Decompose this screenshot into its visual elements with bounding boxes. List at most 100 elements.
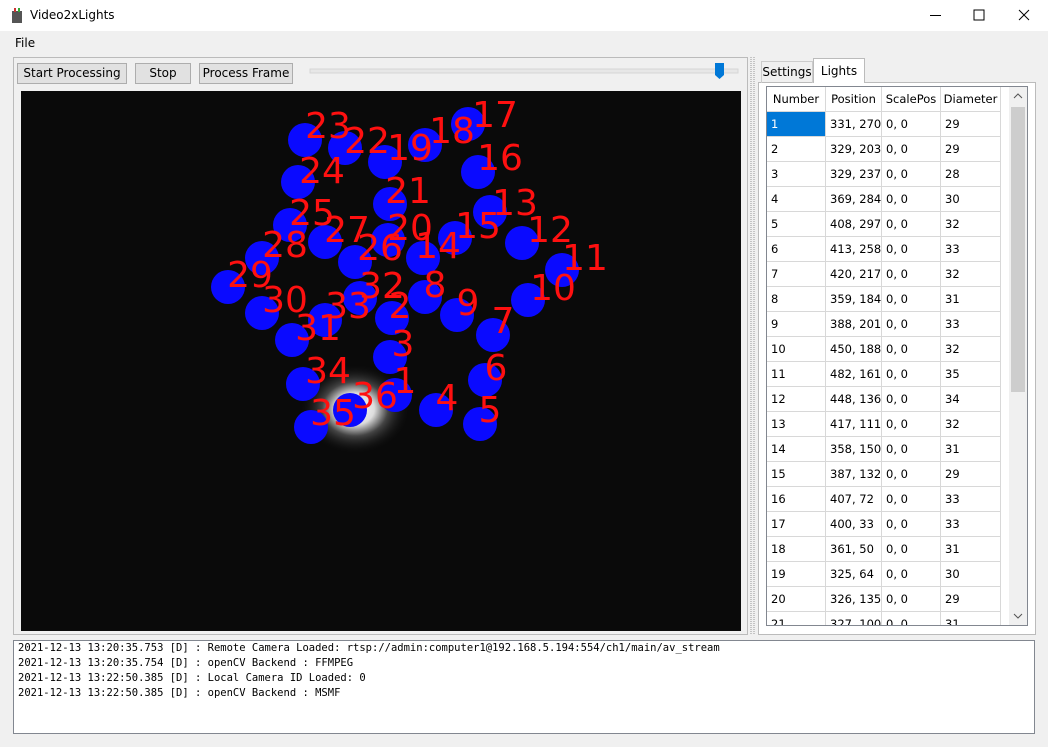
table-cell[interactable]: 0, 0 [882, 562, 941, 587]
table-cell[interactable]: 29 [941, 587, 1001, 612]
table-cell[interactable]: 413, 258 [826, 237, 882, 262]
table-cell[interactable]: 30 [941, 562, 1001, 587]
table-cell[interactable]: 32 [941, 262, 1001, 287]
table-cell[interactable]: 0, 0 [882, 312, 941, 337]
table-cell[interactable]: 448, 136 [826, 387, 882, 412]
table-cell[interactable]: 2 [767, 137, 826, 162]
process-frame-button[interactable]: Process Frame [199, 63, 293, 84]
table-cell[interactable]: 331, 270 [826, 112, 882, 137]
table-cell[interactable]: 0, 0 [882, 187, 941, 212]
table-cell[interactable]: 0, 0 [882, 112, 941, 137]
table-cell[interactable]: 326, 135 [826, 587, 882, 612]
table-cell[interactable]: 0, 0 [882, 537, 941, 562]
table-cell[interactable]: 0, 0 [882, 512, 941, 537]
window-controls[interactable] [918, 0, 1048, 31]
table-cell[interactable]: 17 [767, 512, 826, 537]
frame-slider[interactable] [308, 61, 740, 81]
table-cell[interactable]: 32 [941, 337, 1001, 362]
table-cell[interactable]: 0, 0 [882, 412, 941, 437]
table-cell[interactable]: 20 [767, 587, 826, 612]
table-cell[interactable]: 0, 0 [882, 137, 941, 162]
table-cell[interactable]: 0, 0 [882, 237, 941, 262]
start-button[interactable]: Start Processing [17, 63, 127, 84]
table-cell[interactable]: 369, 284 [826, 187, 882, 212]
table-cell[interactable]: 327, 100 [826, 612, 882, 625]
column-header[interactable]: Position [826, 87, 882, 112]
table-cell[interactable]: 14 [767, 437, 826, 462]
table-cell[interactable]: 388, 201 [826, 312, 882, 337]
table-cell[interactable]: 0, 0 [882, 262, 941, 287]
table-cell[interactable]: 400, 33 [826, 512, 882, 537]
menu-file[interactable]: File [15, 36, 36, 50]
table-cell[interactable]: 33 [941, 487, 1001, 512]
table-cell[interactable]: 450, 188 [826, 337, 882, 362]
table-cell[interactable]: 9 [767, 312, 826, 337]
table-cell[interactable]: 13 [767, 412, 826, 437]
table-cell[interactable]: 4 [767, 187, 826, 212]
column-header[interactable]: Diameter [941, 87, 1001, 112]
table-cell[interactable]: 12 [767, 387, 826, 412]
table-cell[interactable]: 29 [941, 462, 1001, 487]
splitter[interactable] [749, 57, 757, 635]
table-cell[interactable]: 1 [767, 112, 826, 137]
table-cell[interactable]: 19 [767, 562, 826, 587]
table-cell[interactable]: 0, 0 [882, 587, 941, 612]
table-cell[interactable]: 33 [941, 512, 1001, 537]
table-cell[interactable]: 0, 0 [882, 612, 941, 625]
table-cell[interactable]: 0, 0 [882, 337, 941, 362]
table-cell[interactable]: 361, 50 [826, 537, 882, 562]
table-cell[interactable]: 0, 0 [882, 287, 941, 312]
column-header[interactable]: ScalePos [882, 87, 941, 112]
table-cell[interactable]: 482, 161 [826, 362, 882, 387]
table-cell[interactable]: 408, 297 [826, 212, 882, 237]
table-cell[interactable]: 325, 64 [826, 562, 882, 587]
table-cell[interactable]: 30 [941, 187, 1001, 212]
table-cell[interactable]: 7 [767, 262, 826, 287]
table-cell[interactable]: 8 [767, 287, 826, 312]
scroll-thumb[interactable] [1011, 107, 1025, 392]
table-cell[interactable]: 33 [941, 312, 1001, 337]
table-cell[interactable]: 0, 0 [882, 437, 941, 462]
table-cell[interactable]: 329, 237 [826, 162, 882, 187]
table-cell[interactable]: 31 [941, 612, 1001, 625]
table-cell[interactable]: 3 [767, 162, 826, 187]
table-cell[interactable]: 33 [941, 237, 1001, 262]
column-header[interactable]: Number [767, 87, 826, 112]
table-cell[interactable]: 35 [941, 362, 1001, 387]
table-cell[interactable]: 29 [941, 137, 1001, 162]
table-cell[interactable]: 417, 111 [826, 412, 882, 437]
table-cell[interactable]: 0, 0 [882, 362, 941, 387]
table-cell[interactable]: 359, 184 [826, 287, 882, 312]
table-cell[interactable]: 34 [941, 387, 1001, 412]
table-cell[interactable]: 18 [767, 537, 826, 562]
table-cell[interactable]: 21 [767, 612, 826, 625]
table-cell[interactable]: 420, 217 [826, 262, 882, 287]
table-cell[interactable]: 0, 0 [882, 387, 941, 412]
table-cell[interactable]: 329, 203 [826, 137, 882, 162]
table-cell[interactable]: 387, 132 [826, 462, 882, 487]
table-cell[interactable]: 10 [767, 337, 826, 362]
table-cell[interactable]: 11 [767, 362, 826, 387]
table-cell[interactable]: 0, 0 [882, 487, 941, 512]
table-cell[interactable]: 407, 72 [826, 487, 882, 512]
table-cell[interactable]: 31 [941, 437, 1001, 462]
settings-tab[interactable]: Settings [761, 61, 813, 83]
table-cell[interactable]: 0, 0 [882, 212, 941, 237]
table-cell[interactable]: 0, 0 [882, 462, 941, 487]
table-cell[interactable]: 5 [767, 212, 826, 237]
table-cell[interactable]: 31 [941, 537, 1001, 562]
table-cell[interactable]: 0, 0 [882, 162, 941, 187]
scrollbar[interactable] [1009, 87, 1027, 625]
table-cell[interactable]: 6 [767, 237, 826, 262]
table-cell[interactable]: 28 [941, 162, 1001, 187]
stop-button[interactable]: Stop [135, 63, 191, 84]
table-cell[interactable]: 358, 150 [826, 437, 882, 462]
table-cell[interactable]: 15 [767, 462, 826, 487]
scroll-down[interactable] [1013, 612, 1023, 620]
lights-tab[interactable]: Lights [813, 58, 865, 83]
table-cell[interactable]: 32 [941, 212, 1001, 237]
table-cell[interactable]: 32 [941, 412, 1001, 437]
table-cell[interactable]: 31 [941, 287, 1001, 312]
table-cell[interactable]: 16 [767, 487, 826, 512]
table-cell[interactable]: 29 [941, 112, 1001, 137]
